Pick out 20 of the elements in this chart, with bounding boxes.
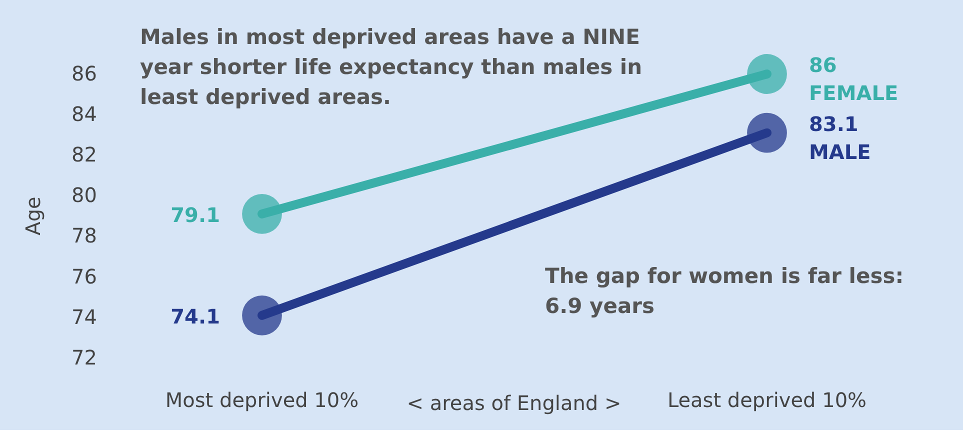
- y-tick-label: 74: [72, 304, 97, 329]
- data-label: 74.1: [170, 304, 220, 328]
- data-label: 86: [809, 53, 837, 77]
- annotation: The gap for women is far less: 6.9 years: [545, 264, 904, 318]
- data-label: 83.1: [809, 112, 858, 136]
- y-tick-label: 84: [72, 102, 97, 126]
- y-axis-title: Age: [21, 196, 45, 236]
- y-tick-label: 86: [72, 61, 97, 86]
- x-tick-label: Most deprived 10%: [165, 388, 359, 412]
- data-label: 79.1: [170, 202, 220, 227]
- y-tick-label: 82: [72, 142, 97, 167]
- annotation: Males in most deprived areas have a NINE year shorter life expectancy than males in least deprived areas.: [140, 25, 642, 109]
- series-label: FEMALE: [809, 81, 898, 105]
- y-tick-label: 72: [72, 345, 97, 370]
- x-axis-title: < areas of England >: [406, 391, 622, 415]
- series-label: MALE: [809, 140, 871, 164]
- y-tick-label: 76: [72, 264, 97, 288]
- y-tick-label: 78: [72, 224, 97, 248]
- x-tick-label: Least deprived 10%: [667, 388, 867, 412]
- y-tick-label: 80: [72, 183, 97, 208]
